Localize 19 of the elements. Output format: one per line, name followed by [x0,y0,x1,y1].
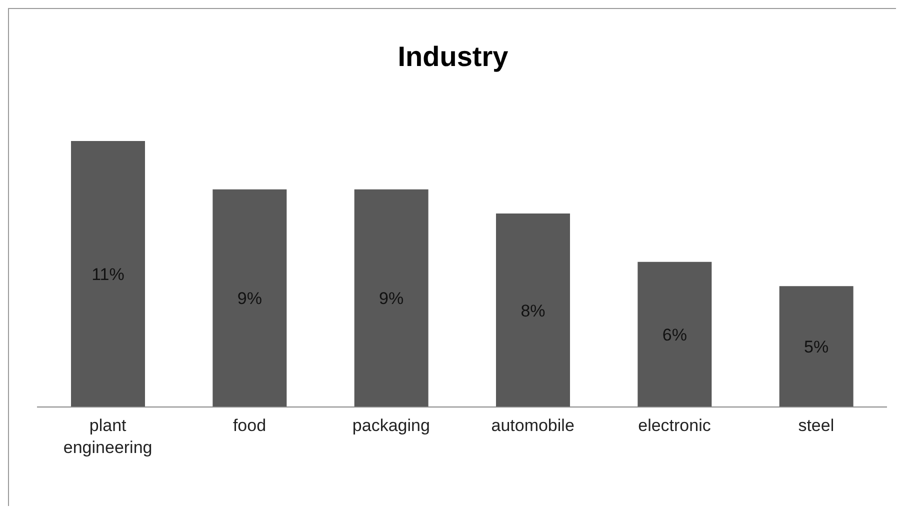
data-label: 9% [379,289,404,308]
x-tick-label: packaging [352,416,430,435]
data-label: 11% [92,265,124,284]
chart-title: Industry [396,41,510,73]
data-label: 6% [662,325,687,344]
data-label: 5% [804,338,829,357]
x-tick-label: plant engineering [63,416,152,457]
x-tick-label: electronic [638,416,712,435]
bar [779,286,854,407]
x-tick-label: steel [798,416,834,435]
bar [212,189,287,407]
bar [638,262,712,407]
bar [71,141,145,407]
bar [496,214,570,407]
bar [354,189,428,407]
x-tick-label: food [232,416,266,435]
data-label: 9% [237,289,262,308]
data-label: 8% [520,301,546,320]
x-tick-label: automobile [491,416,574,435]
